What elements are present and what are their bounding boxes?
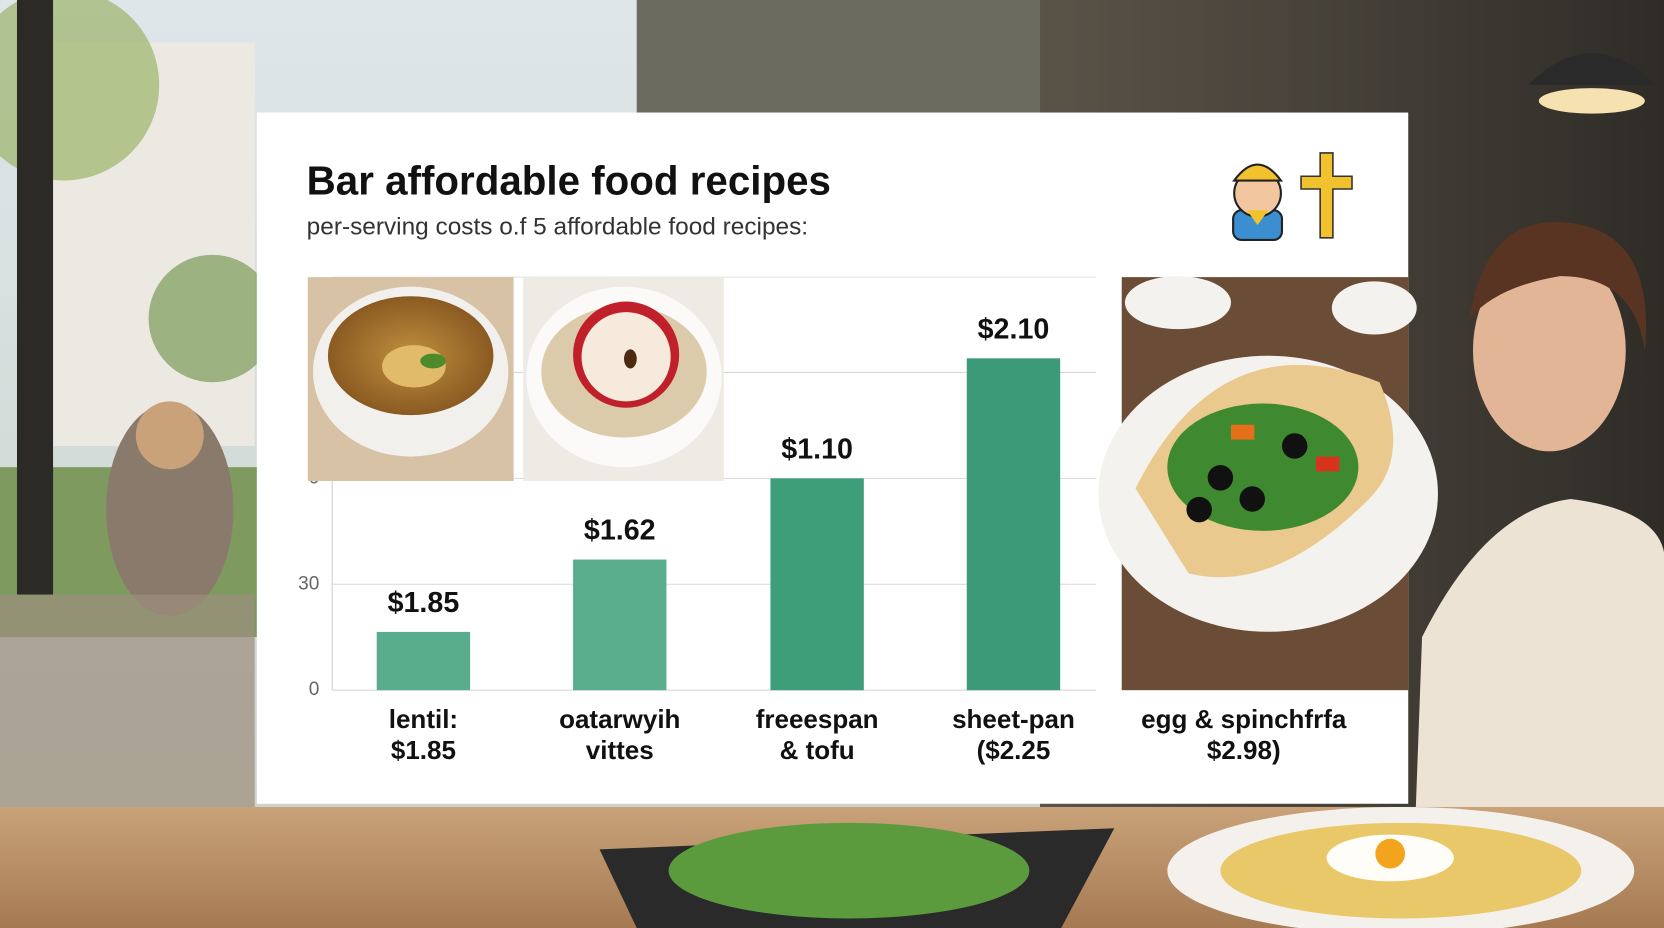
- bar-label: $2.10: [978, 313, 1050, 345]
- woman-face: [1472, 249, 1626, 452]
- window-frame: [16, 0, 54, 595]
- plot: 0300z$1.85$1.62$1.10$2.10: [298, 276, 1097, 700]
- window: [636, 0, 1040, 113]
- x-tick-label: freeespan & tofu: [755, 703, 879, 765]
- y-tick-label: 0: [309, 679, 320, 700]
- woman-hair: [1469, 222, 1647, 351]
- bar: [376, 631, 471, 691]
- oat-image: [523, 277, 724, 481]
- lamp: [1528, 53, 1656, 85]
- x-tick-label: egg & spinchfrfa $2.98): [1141, 703, 1347, 765]
- y-tick-label: 30: [298, 573, 319, 594]
- x-tick-label: lentil: $1.85: [388, 703, 459, 765]
- tree: [148, 254, 276, 383]
- bar-label: $1.62: [584, 515, 656, 547]
- lamp-light: [1538, 88, 1645, 114]
- bar-label: $1.85: [388, 587, 460, 619]
- bar: [573, 559, 667, 691]
- yolk: [1375, 838, 1406, 869]
- bar-label: $1.10: [781, 433, 853, 465]
- salad: [668, 822, 1030, 919]
- bar: [966, 358, 1061, 691]
- x-tick-label: sheet-pan ($2.25: [952, 703, 1075, 765]
- person: [106, 403, 234, 616]
- cross-icon: [1300, 152, 1353, 239]
- chart-title: Bar affordable food recipes: [307, 157, 831, 203]
- person-head: [135, 401, 204, 470]
- x-tick-label: oatarwyih vittes: [559, 703, 681, 765]
- person-icon: [1232, 163, 1284, 242]
- taco-image: [1098, 276, 1438, 691]
- soup-image: [307, 277, 514, 481]
- chart-subtitle: per-serving costs o.f 5 affordable food …: [307, 214, 808, 241]
- bar: [770, 478, 864, 691]
